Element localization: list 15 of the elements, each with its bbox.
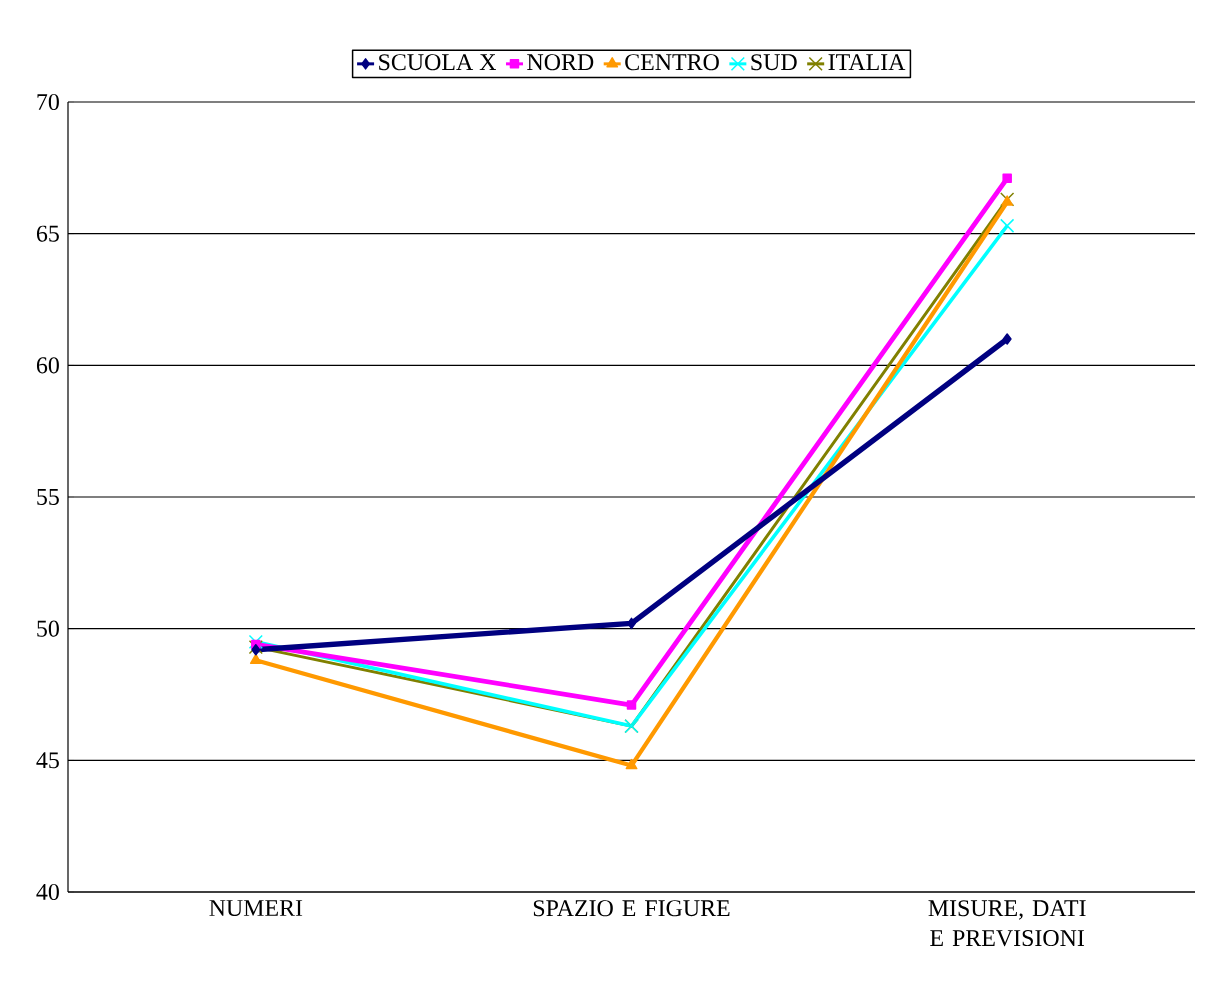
y-tick-label: 65 bbox=[36, 225, 59, 242]
y-tick-label: 50 bbox=[37, 620, 59, 637]
legend-label: CENTRO bbox=[625, 54, 719, 71]
y-tick-label: 55 bbox=[37, 489, 59, 505]
y-tick-label: 45 bbox=[36, 752, 59, 769]
y-tick-label: 60 bbox=[36, 357, 59, 374]
legend-label: ITALIA bbox=[828, 54, 906, 70]
legend-label: SCUOLA X bbox=[379, 54, 496, 71]
legend-label: SUD bbox=[751, 54, 797, 71]
y-tick-label: 70 bbox=[37, 93, 59, 111]
x-tick-label: MISURE, DATI E PREVISIONI bbox=[928, 900, 1086, 947]
y-tick-label: 40 bbox=[36, 883, 59, 901]
x-tick-label: NUMERI bbox=[209, 900, 303, 917]
legend-label: NORD bbox=[527, 54, 594, 71]
x-tick-label: SPAZIO E FIGURE bbox=[533, 900, 730, 917]
